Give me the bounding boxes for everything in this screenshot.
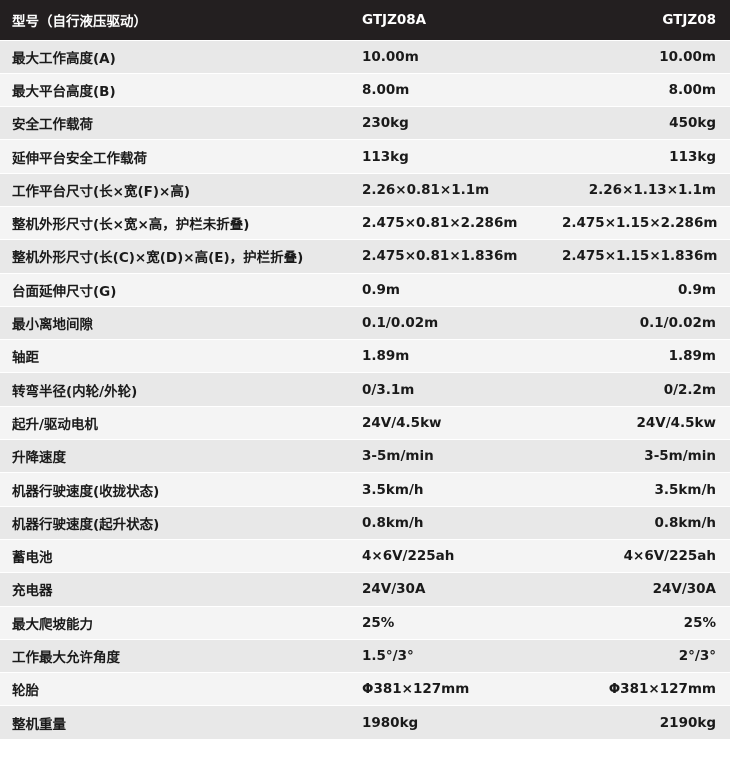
spec-value: 10.00m — [362, 48, 419, 65]
spec-value: 0.9m — [678, 281, 716, 298]
table-row: 整机外形尺寸(长×宽×高，护栏未折叠) 2.475×0.81×2.286m 2.47… — [0, 206, 730, 240]
spec-value: 8.00m — [668, 81, 716, 98]
spec-value: 24V/30A — [652, 581, 716, 598]
table-header: 型号（自行液压驱动） GTJZ08A GTJZ08 — [0, 0, 730, 40]
spec-label: 起升/驱动电机 — [12, 416, 98, 433]
spec-label: 机器行驶速度(起升状态) — [12, 516, 160, 533]
spec-value: 2190kg — [659, 714, 716, 731]
table-row: 安全工作载荷 230kg 450kg — [0, 106, 730, 140]
spec-value: 0.8km/h — [362, 514, 424, 531]
table-row: 延伸平台安全工作载荷 113kg 113kg — [0, 139, 730, 174]
table-row: 最大爬坡能力 25% 25% — [0, 606, 730, 640]
table-row: 机器行驶速度(起升状态) 0.8km/h 0.8km/h — [0, 506, 730, 540]
spec-label: 蓄电池 — [12, 550, 53, 567]
spec-value: 230kg — [362, 115, 409, 132]
spec-value: 4×6V/225ah — [362, 548, 455, 565]
spec-value: 0.9m — [362, 281, 400, 298]
spec-value: 1.89m — [668, 348, 716, 365]
spec-value: 2.26×0.81×1.1m — [362, 181, 490, 198]
table-row: 轮胎 Φ381×127mm Φ381×127mm — [0, 672, 730, 706]
table-row: 转弯半径(内轮/外轮) 0/3.1m 0/2.2m — [0, 372, 730, 407]
table-row: 工作平台尺寸(长×宽(F)×高) 2.26×0.81×1.1m 2.26×1.13×… — [0, 173, 730, 207]
spec-value: 0.1/0.02m — [362, 315, 439, 332]
spec-value: 1980kg — [362, 714, 419, 731]
spec-value: 25% — [362, 614, 395, 631]
spec-label: 台面延伸尺寸(G) — [12, 283, 117, 300]
table-row: 充电器 24V/30A 24V/30A — [0, 572, 730, 607]
spec-value: 3.5km/h — [362, 481, 424, 498]
table-row: 起升/驱动电机 24V/4.5kw 24V/4.5kw — [0, 406, 730, 440]
spec-value: 24V/30A — [362, 581, 426, 598]
spec-value: 3-5m/min — [362, 448, 434, 465]
spec-label: 机器行驶速度(收拢状态) — [12, 483, 160, 500]
spec-label: 轴距 — [12, 350, 39, 367]
header-row: 型号（自行液压驱动） GTJZ08A GTJZ08 — [0, 0, 730, 40]
table-row: 台面延伸尺寸(G) 0.9m 0.9m — [0, 273, 730, 307]
spec-value: 0.1/0.02m — [639, 315, 716, 332]
table-row: 工作最大允许角度 1.5°/3° 2°/3° — [0, 639, 730, 673]
table-body: 最大工作高度(A) 10.00m 10.00m 最大平台高度(B) 8.00m 8.00m… — [0, 40, 730, 740]
spec-value: 1.89m — [362, 348, 410, 365]
spec-value: 3-5m/min — [644, 448, 716, 465]
table-row: 整机重量 1980kg 2190kg — [0, 705, 730, 740]
spec-value: 113kg — [362, 148, 409, 165]
table-row: 升降速度 3-5m/min 3-5m/min — [0, 439, 730, 473]
spec-value: 0/2.2m — [663, 381, 716, 398]
spec-value: 10.00m — [659, 48, 716, 65]
header-cell: GTJZ08 — [662, 11, 716, 28]
spec-value: 2°/3° — [678, 647, 716, 664]
spec-table: 型号（自行液压驱动） GTJZ08A GTJZ08 最大工作高度(A) 10.00… — [0, 0, 730, 740]
spec-label: 充电器 — [12, 583, 53, 600]
table-row: 蓄电池 4×6V/225ah 4×6V/225ah — [0, 539, 730, 573]
spec-label: 整机重量 — [12, 716, 66, 733]
spec-label: 工作最大允许角度 — [12, 649, 120, 666]
spec-value: 0.8km/h — [654, 514, 716, 531]
spec-label: 最大平台高度(B) — [12, 83, 116, 100]
spec-value: 1.5°/3° — [362, 647, 414, 664]
table-row: 轴距 1.89m 1.89m — [0, 339, 730, 373]
spec-label: 最大爬坡能力 — [12, 616, 93, 633]
spec-value: 3.5km/h — [654, 481, 716, 498]
spec-label: 最小离地间隙 — [12, 317, 93, 334]
spec-value: 2.475×1.15×2.286m — [562, 215, 718, 232]
spec-label: 轮胎 — [12, 683, 39, 700]
header-cell: GTJZ08A — [362, 11, 427, 28]
spec-label: 转弯半径(内轮/外轮) — [12, 383, 138, 400]
table-row: 最大平台高度(B) 8.00m 8.00m — [0, 73, 730, 107]
spec-value: 2.475×1.15×1.836m — [562, 248, 718, 265]
spec-value: 8.00m — [362, 81, 410, 98]
spec-value: 24V/4.5kw — [636, 414, 716, 431]
spec-value: 0/3.1m — [362, 381, 415, 398]
spec-label: 最大工作高度(A) — [12, 50, 116, 67]
spec-value: 2.475×0.81×2.286m — [362, 215, 518, 232]
spec-value: 2.475×0.81×1.836m — [362, 248, 518, 265]
spec-value: 113kg — [669, 148, 716, 165]
spec-value: 4×6V/225ah — [623, 548, 716, 565]
header-cell: 型号（自行液压驱动） — [12, 13, 147, 30]
table-row: 机器行驶速度(收拢状态) 3.5km/h 3.5km/h — [0, 472, 730, 507]
spec-value: 24V/4.5kw — [362, 414, 442, 431]
spec-label: 工作平台尺寸(长×宽(F)×高) — [12, 183, 191, 200]
spec-value: 450kg — [669, 115, 716, 132]
spec-value: 2.26×1.13×1.1m — [588, 181, 716, 198]
spec-label: 整机外形尺寸(长×宽×高，护栏未折叠) — [12, 217, 250, 234]
table-row: 整机外形尺寸(长(C)×宽(D)×高(E)，护栏折叠) 2.475×0.81×1.… — [0, 239, 730, 274]
spec-value: 25% — [683, 614, 716, 631]
spec-label: 升降速度 — [12, 450, 66, 467]
table-row: 最小离地间隙 0.1/0.02m 0.1/0.02m — [0, 306, 730, 340]
spec-value: Φ381×127mm — [608, 681, 716, 698]
table-row: 最大工作高度(A) 10.00m 10.00m — [0, 40, 730, 74]
spec-value: Φ381×127mm — [362, 681, 470, 698]
spec-label: 安全工作载荷 — [12, 117, 93, 134]
spec-label: 整机外形尺寸(长(C)×宽(D)×高(E)，护栏折叠) — [12, 250, 304, 267]
spec-label: 延伸平台安全工作载荷 — [12, 150, 147, 167]
